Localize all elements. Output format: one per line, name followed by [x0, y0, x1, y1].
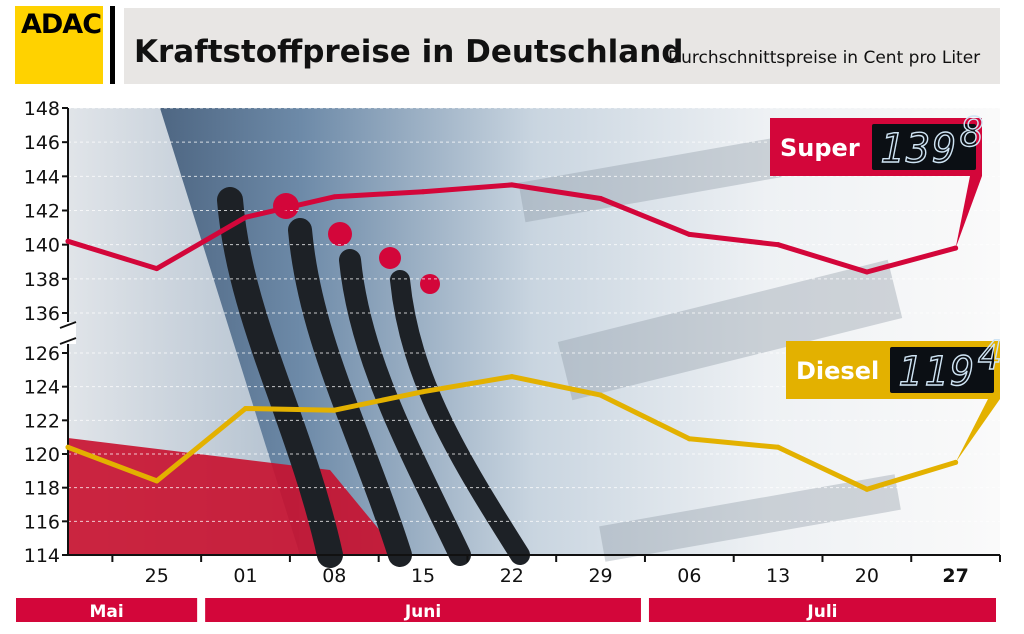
- y-axis-ticks: 136 138 140 142 144 146 148 114 116 118 120 122 124 1…: [24, 98, 68, 567]
- data-point: [65, 444, 71, 450]
- month-label: Juli: [806, 602, 837, 622]
- data-point: [509, 182, 515, 188]
- data-point: [65, 238, 71, 244]
- header: ADAC Kraftstoffpreise in Deutschland Dur…: [0, 0, 1024, 92]
- y-tick-label: 146: [24, 132, 60, 154]
- y-tick-label: 122: [24, 410, 60, 432]
- x-tick-label: 01: [233, 565, 257, 587]
- y-tick-label: 142: [24, 201, 60, 223]
- price-display: [890, 347, 994, 393]
- y-tick-label: 144: [24, 166, 60, 188]
- y-tick-label: 126: [24, 343, 60, 365]
- blur-block: [557, 259, 903, 401]
- x-tick-label: 06: [677, 565, 701, 587]
- month-bar: [16, 598, 198, 622]
- y-tick-label: 140: [24, 235, 60, 257]
- x-tick-label: 29: [588, 565, 612, 587]
- logo-text: ADAC: [21, 9, 102, 40]
- data-point: [154, 266, 160, 272]
- series: [65, 182, 959, 492]
- callout-pointer: [955, 399, 1000, 463]
- hose: [390, 270, 530, 565]
- data-point: [598, 392, 604, 398]
- price-display-fraction: 8: [960, 110, 984, 156]
- nozzle-cap: [420, 274, 440, 294]
- price-display: [872, 124, 976, 170]
- y-tick-label: 114: [24, 545, 60, 567]
- callout-pointer: [955, 176, 982, 249]
- data-point: [686, 436, 692, 442]
- data-point: [775, 242, 781, 248]
- y-tick-label: 136: [24, 303, 60, 325]
- title-bar: Kraftstoffpreise in Deutschland Durchsch…: [124, 8, 1000, 84]
- axis-break: [59, 321, 77, 345]
- y-tick-label: 118: [24, 478, 60, 500]
- blur-block: [599, 474, 901, 562]
- axis-break-mark: [59, 321, 77, 345]
- data-point: [331, 407, 337, 413]
- pump-column: [68, 108, 300, 555]
- price-display-value: 119: [898, 349, 976, 395]
- hose: [217, 187, 343, 568]
- page-subtitle: Durchschnittspreise in Cent pro Liter: [668, 48, 981, 68]
- series-name-label: Diesel: [796, 357, 879, 385]
- y-tick-label: 124: [24, 377, 60, 399]
- adac-logo: ADAC: [15, 6, 103, 84]
- price-display-value: 139: [880, 126, 958, 172]
- data-point: [509, 374, 515, 380]
- x-tick-label: 22: [500, 565, 524, 587]
- price-callouts: Super 139 8 Diesel 119 4: [770, 109, 1003, 463]
- data-point: [331, 194, 337, 200]
- data-point: [154, 478, 160, 484]
- x-tick-label: 20: [855, 565, 879, 587]
- y-tick-label: 116: [24, 511, 60, 533]
- hose: [339, 249, 471, 566]
- month-label: Juni: [404, 602, 441, 622]
- blur-block: [518, 137, 782, 223]
- data-point: [864, 486, 870, 492]
- data-point: [686, 231, 692, 237]
- data-point: [775, 444, 781, 450]
- series-name-label: Super: [780, 134, 860, 162]
- price-display-fraction: 4: [978, 333, 1002, 379]
- month-bar: [205, 598, 641, 622]
- page-title: Kraftstoffpreise in Deutschland: [134, 34, 684, 70]
- month-bars: Mai Juni Juli: [16, 598, 996, 622]
- data-point: [420, 389, 426, 395]
- blurred-price-board: [518, 137, 903, 562]
- y-tick-label: 148: [24, 98, 60, 120]
- data-point: [864, 269, 870, 275]
- month-bar: [648, 598, 996, 622]
- month-label: Mai: [89, 602, 123, 622]
- data-point: [598, 196, 604, 202]
- data-point: [243, 214, 249, 220]
- nozzle-cap: [379, 247, 401, 269]
- x-tick-label: 27: [942, 565, 968, 587]
- x-axis-ticks: 25 01 08 15 22 29 06 13 20 27: [111, 555, 1001, 587]
- y-tick-label: 120: [24, 444, 60, 466]
- x-tick-label: 15: [411, 565, 435, 587]
- x-tick-label: 08: [322, 565, 346, 587]
- data-point: [243, 406, 249, 412]
- data-point: [420, 189, 426, 195]
- x-tick-label: 25: [145, 565, 169, 587]
- x-tick-label: 13: [766, 565, 790, 587]
- photo-background: [68, 108, 1000, 568]
- nozzle-cap: [328, 222, 352, 246]
- header-divider: [110, 6, 115, 84]
- y-tick-label: 138: [24, 269, 60, 291]
